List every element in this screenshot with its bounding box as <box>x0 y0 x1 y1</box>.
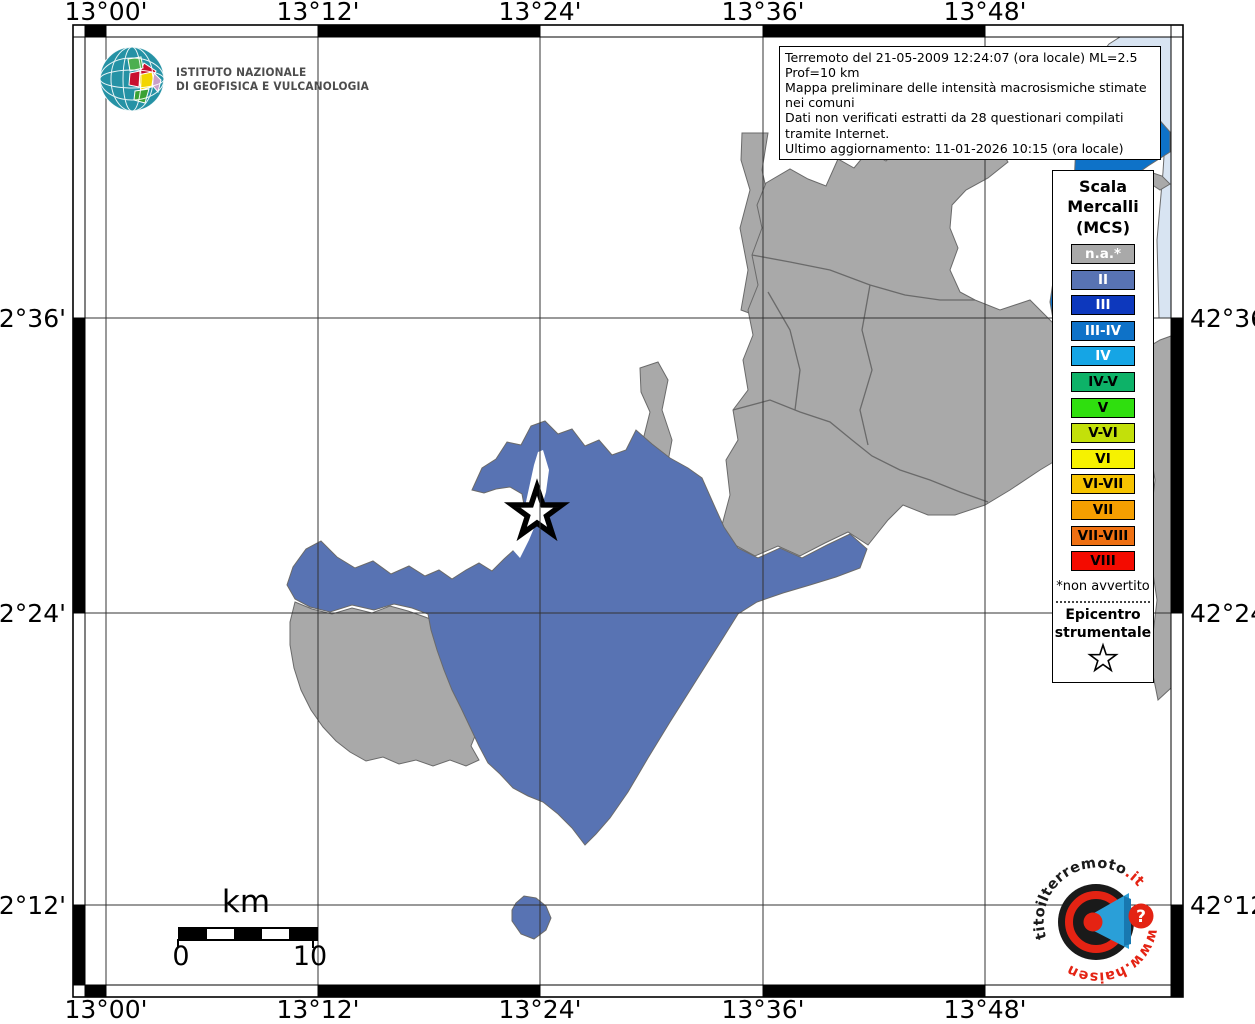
legend-swatch-vi: VI <box>1071 448 1135 469</box>
lon-label-top: 13°12' <box>277 0 360 26</box>
map-region-main-municipality-ii <box>286 420 868 846</box>
info-line-event: Terremoto del 21-05-2009 12:24:07 (ora l… <box>785 50 1138 81</box>
scale-label-end: 10 <box>292 941 328 972</box>
ingv-globe-icon <box>99 46 165 112</box>
ingv-logo: ISTITUTO NAZIONALE DI GEOFISICA E VULCAN… <box>98 45 386 113</box>
frame-segment-top <box>317 24 541 38</box>
legend-epicenter-label: Epicentro strumentale <box>1055 607 1151 642</box>
frame-segment-top <box>539 24 764 38</box>
epicenter-star-icon <box>1087 642 1119 673</box>
map-region-island-municipality-ii <box>511 895 552 940</box>
scale-bar-segment <box>207 929 235 939</box>
ingv-name-line1: ISTITUTO NAZIONALE <box>176 64 307 79</box>
legend-swatch-iii-iv: III-IV <box>1071 320 1135 341</box>
legend-footnote: *non avvertito <box>1056 579 1150 595</box>
legend-title-line3: (MCS) <box>1075 217 1131 237</box>
lon-label-bottom: 13°12' <box>277 995 360 1024</box>
frame-corner <box>72 24 86 38</box>
frame-segment-top <box>84 24 107 38</box>
frame-segment-left <box>72 317 86 614</box>
lat-label-right: 42°12' <box>1190 891 1255 920</box>
legend-swatch-vii-viii: VII-VIII <box>1071 525 1135 546</box>
info-line-updated: Ultimo aggiornamento: 11-01-2026 10:15 (… <box>785 140 1124 156</box>
epicenter-star <box>503 478 571 542</box>
legend-swatch-iv-v: IV-V <box>1071 371 1135 392</box>
ingv-name-line2: DI GEOFISICA E VULCANOLOGIA <box>176 79 370 93</box>
lon-label-bottom: 13°24' <box>499 995 582 1024</box>
lat-label-left: 42°24' <box>0 599 66 628</box>
lon-label-top: 13°36' <box>722 0 805 26</box>
scale-label-start: 0 <box>172 941 190 972</box>
lon-label-top: 13°24' <box>499 0 582 26</box>
frame-segment-top <box>762 24 986 38</box>
scale-bar-segment <box>234 929 262 939</box>
legend-swatches: n.a.* II III III-IV IV IV-V V V-VI VI VI-VII VII VI… <box>1071 238 1135 572</box>
lon-label-bottom: 13°00' <box>65 995 148 1024</box>
epicenter-star-glyph <box>1087 642 1119 673</box>
legend-swatch-iv: IV <box>1071 346 1135 367</box>
info-line-data: Dati non verificati estratti da 28 quest… <box>785 110 1124 141</box>
legend-swatch-viii: VIII <box>1071 551 1135 572</box>
frame-outer-border <box>72 24 1184 998</box>
ingv-name: ISTITUTO NAZIONALE DI GEOFISICA E VULCAN… <box>176 65 369 94</box>
lon-label-bottom: 13°48' <box>944 995 1027 1024</box>
legend-swatch-v: V <box>1071 397 1135 418</box>
lon-label-top: 13°48' <box>944 0 1027 26</box>
lat-label-left: 42°36' <box>0 304 66 333</box>
legend-swatch-vi-vii: VI-VII <box>1071 474 1135 495</box>
legend-title: Scala Mercalli (MCS) <box>1067 177 1138 238</box>
municipal-boundary <box>767 291 801 411</box>
legend-divider <box>1056 601 1150 604</box>
frame-segment-right <box>1170 317 1184 614</box>
legend-title-line1: Scala <box>1078 177 1128 196</box>
earthquake-info-box: Terremoto del 21-05-2009 12:24:07 (ora l… <box>779 46 1161 160</box>
frame-corner <box>1170 24 1184 38</box>
legend-epicenter-line1: Epicentro <box>1065 607 1141 624</box>
info-line-map: Mappa preliminare delle intensità macros… <box>785 80 1147 111</box>
legend-swatch-vii: VII <box>1071 499 1135 520</box>
legend-swatch-v-vi: V-VI <box>1071 423 1135 444</box>
legend-epicenter-line2: strumentale <box>1054 624 1152 641</box>
map-region-northeast-cluster-na <box>721 145 1087 557</box>
frame-segment-right <box>1170 36 1184 319</box>
municipal-boundary <box>859 284 873 446</box>
legend-swatch-n-a-: n.a.* <box>1071 244 1135 264</box>
lat-label-left: 42°12' <box>0 891 66 920</box>
scale-unit-label: km <box>221 884 271 920</box>
legend-box: Scala Mercalli (MCS) n.a.* II III III-IV IV I… <box>1052 170 1154 684</box>
scale-bar-segment <box>288 929 317 939</box>
lat-label-right: 42°36' <box>1190 304 1255 333</box>
lon-label-bottom: 13°36' <box>722 995 805 1024</box>
frame-segment-left <box>72 612 86 906</box>
scale-tick-left <box>177 939 179 948</box>
frame-segment-top <box>984 24 1172 38</box>
scale-bar-segment <box>180 929 208 939</box>
lon-label-top: 13°00' <box>65 0 148 26</box>
legend-swatch-ii: II <box>1071 269 1135 290</box>
legend-title-line2: Mercalli <box>1067 197 1139 217</box>
scale-bar-segment <box>261 929 289 939</box>
frame-segment-left <box>72 904 86 986</box>
frame-segment-top <box>105 24 319 38</box>
lat-label-right: 42°24' <box>1190 599 1255 628</box>
legend-swatch-iii: III <box>1071 295 1135 316</box>
municipal-boundary <box>732 399 989 503</box>
frame-segment-left <box>72 36 86 319</box>
frame-segment-right <box>1170 612 1184 906</box>
scale-bar <box>178 927 318 941</box>
frame-segment-right <box>1170 904 1184 986</box>
scale-tick-right <box>312 939 314 948</box>
frame-corner <box>1170 984 1184 998</box>
